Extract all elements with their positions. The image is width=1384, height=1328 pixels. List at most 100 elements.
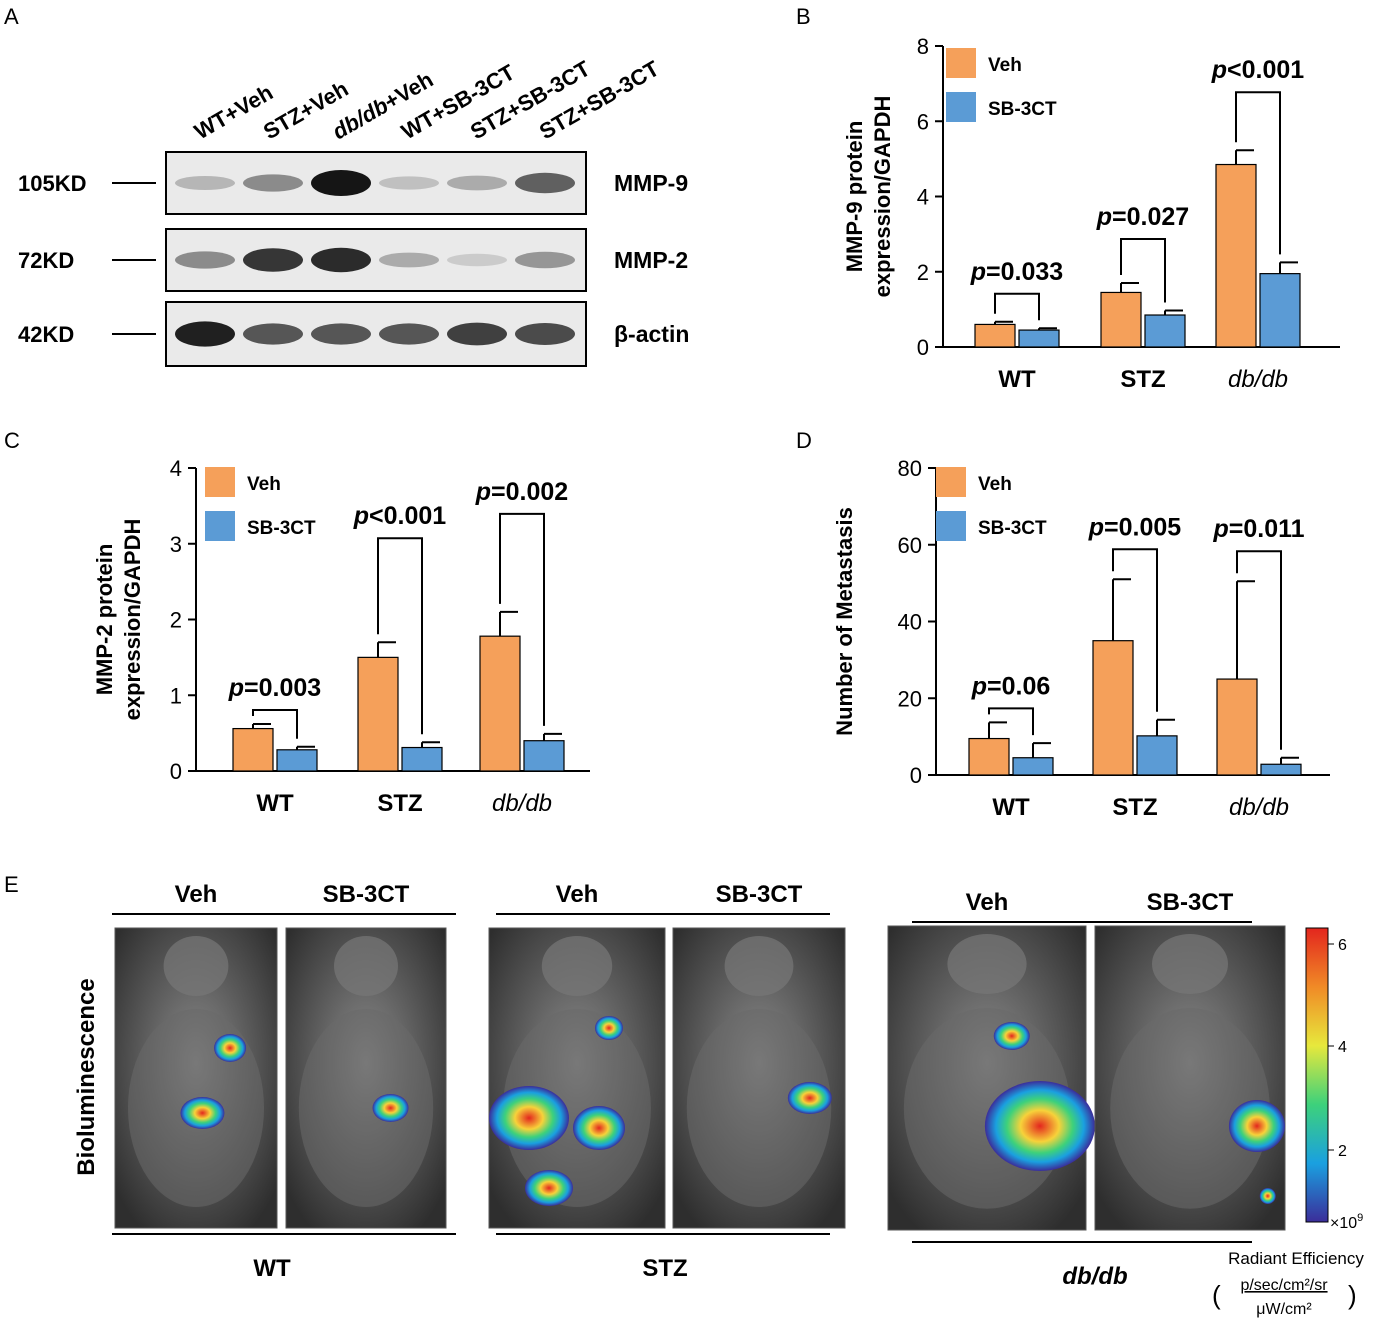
y-tick-label: 2 [170, 608, 182, 633]
bar-sb3ct [1260, 763, 1302, 776]
y-tick-label: 0 [170, 759, 182, 784]
protein-label: β-actin [614, 321, 689, 347]
y-axis-label: expression/GAPDH [120, 519, 145, 721]
bioluminescence-signal [525, 1170, 573, 1206]
y-tick-label: 2 [917, 260, 929, 285]
group-label: STZ [642, 1255, 687, 1282]
x-category-label: STZ [377, 790, 422, 817]
legend-swatch-veh [946, 48, 976, 78]
colorbar-unit-denominator: μW/cm² [1256, 1301, 1312, 1318]
y-tick-label: 3 [170, 532, 182, 557]
paren-right: ) [1348, 1280, 1357, 1310]
mouse-head [334, 936, 398, 996]
column-label-sb3ct: SB-3CT [323, 881, 410, 908]
x-category-label: db/db [1229, 794, 1289, 821]
p-value-label: p<0.001 [1211, 56, 1305, 84]
bioluminescence-signal [180, 1097, 225, 1129]
bar-sb3ct [1018, 329, 1060, 348]
column-label-veh: Veh [556, 881, 599, 908]
panel-label-d: D [796, 428, 812, 453]
x-category-label: STZ [1112, 794, 1157, 821]
y-axis-label: MMP-9 protein [842, 121, 867, 273]
blot-box [165, 228, 587, 292]
group-label: WT [253, 1255, 291, 1282]
blot-band [379, 176, 439, 190]
bar-sb3ct [1136, 735, 1178, 776]
bioluminescence-signal [595, 1016, 623, 1040]
mouse-head [1152, 934, 1228, 994]
bar-veh [1100, 291, 1142, 348]
colorbar-exponent: ×109 [1330, 1212, 1363, 1232]
significance-bracket [988, 707, 1034, 736]
molecular-weight-label: 72KD [18, 248, 74, 273]
bar-veh [968, 737, 1010, 776]
molecular-weight-label: 105KD [18, 171, 86, 196]
chart-mmp9: 0 2 4 6 8 MMP-9 protein expression/GAPDH Veh SB-… [842, 34, 1340, 393]
blot-band [515, 172, 575, 194]
bar-sb3ct [1144, 314, 1186, 348]
bioluminescence-signal [573, 1106, 625, 1150]
panel-label-c: C [4, 428, 20, 453]
molecular-weight-label: 42KD [18, 322, 74, 347]
legend-swatch-sb3ct [936, 511, 966, 541]
protein-label: MMP-9 [614, 170, 688, 196]
p-value-label: p=0.011 [1212, 515, 1304, 543]
x-category-label: db/db [492, 790, 552, 817]
imaging-panel: Bioluminescence Veh SB-3CT WT Veh SB-3CT STZ Ve… [73, 881, 1364, 1318]
x-category-label: STZ [1120, 366, 1165, 393]
mouse-body [298, 1009, 434, 1207]
blot-band [175, 251, 235, 269]
p-value-label: p=0.002 [475, 478, 568, 506]
bar-sb3ct [1259, 273, 1301, 348]
paren-left: ( [1212, 1280, 1221, 1310]
blot-band [243, 323, 303, 345]
panel-label-e: E [4, 872, 19, 897]
y-tick-label: 8 [917, 34, 929, 59]
bioluminescence-signal [1259, 1188, 1276, 1204]
mouse-head [541, 936, 613, 996]
y-tick-label: 4 [917, 185, 929, 210]
y-tick-label: 20 [898, 686, 922, 711]
blot-band [447, 253, 507, 267]
p-value-label: p=0.003 [228, 674, 321, 702]
bar-veh [974, 323, 1016, 348]
blot-band [243, 174, 303, 192]
legend-swatch-veh [205, 467, 235, 497]
legend-label-sb3ct: SB-3CT [247, 518, 316, 539]
colorbar [1305, 927, 1329, 1223]
bioluminescence-signal [214, 1034, 247, 1062]
column-label-sb3ct: SB-3CT [716, 881, 803, 908]
blot-band [447, 175, 507, 191]
p-value-label: p=0.005 [1088, 513, 1182, 541]
y-tick-label: 0 [917, 335, 929, 360]
chart-mmp2: 0 1 2 3 4 MMP-2 protein expression/GAPDH Veh SB-… [92, 456, 590, 817]
significance-bracket [1112, 548, 1158, 712]
y-tick-label: 80 [898, 456, 922, 481]
y-axis-label: Number of Metastasis [832, 507, 857, 736]
y-tick-label: 4 [170, 456, 182, 481]
colorbar-tick-label: 6 [1338, 937, 1347, 954]
mouse-body [503, 1009, 651, 1207]
bar-veh [479, 635, 521, 772]
significance-bracket [1120, 238, 1166, 303]
protein-label: MMP-2 [614, 247, 688, 273]
x-category-label: WT [256, 790, 294, 817]
mouse-head [947, 934, 1027, 994]
y-axis-label: expression/GAPDH [870, 96, 895, 298]
bar-sb3ct [1012, 757, 1054, 776]
significance-bracket [1236, 550, 1282, 750]
bar-veh [1215, 163, 1257, 348]
lane-label: WT+Veh [190, 80, 277, 145]
mouse-head [163, 936, 229, 996]
significance-bracket [252, 709, 298, 739]
column-label-veh: Veh [175, 881, 218, 908]
bar-sb3ct [523, 740, 565, 772]
x-category-label: WT [992, 794, 1030, 821]
column-label-sb3ct: SB-3CT [1147, 889, 1234, 916]
colorbar-tick-label: 4 [1338, 1039, 1347, 1056]
x-category-label: WT [998, 366, 1036, 393]
legend-label-veh: Veh [247, 474, 281, 495]
significance-bracket [377, 537, 423, 735]
bioluminescence-signal [787, 1082, 832, 1114]
chart-metastasis: 0 20 40 60 80 Number of Metastasis Veh SB-3CT p=… [832, 456, 1330, 821]
